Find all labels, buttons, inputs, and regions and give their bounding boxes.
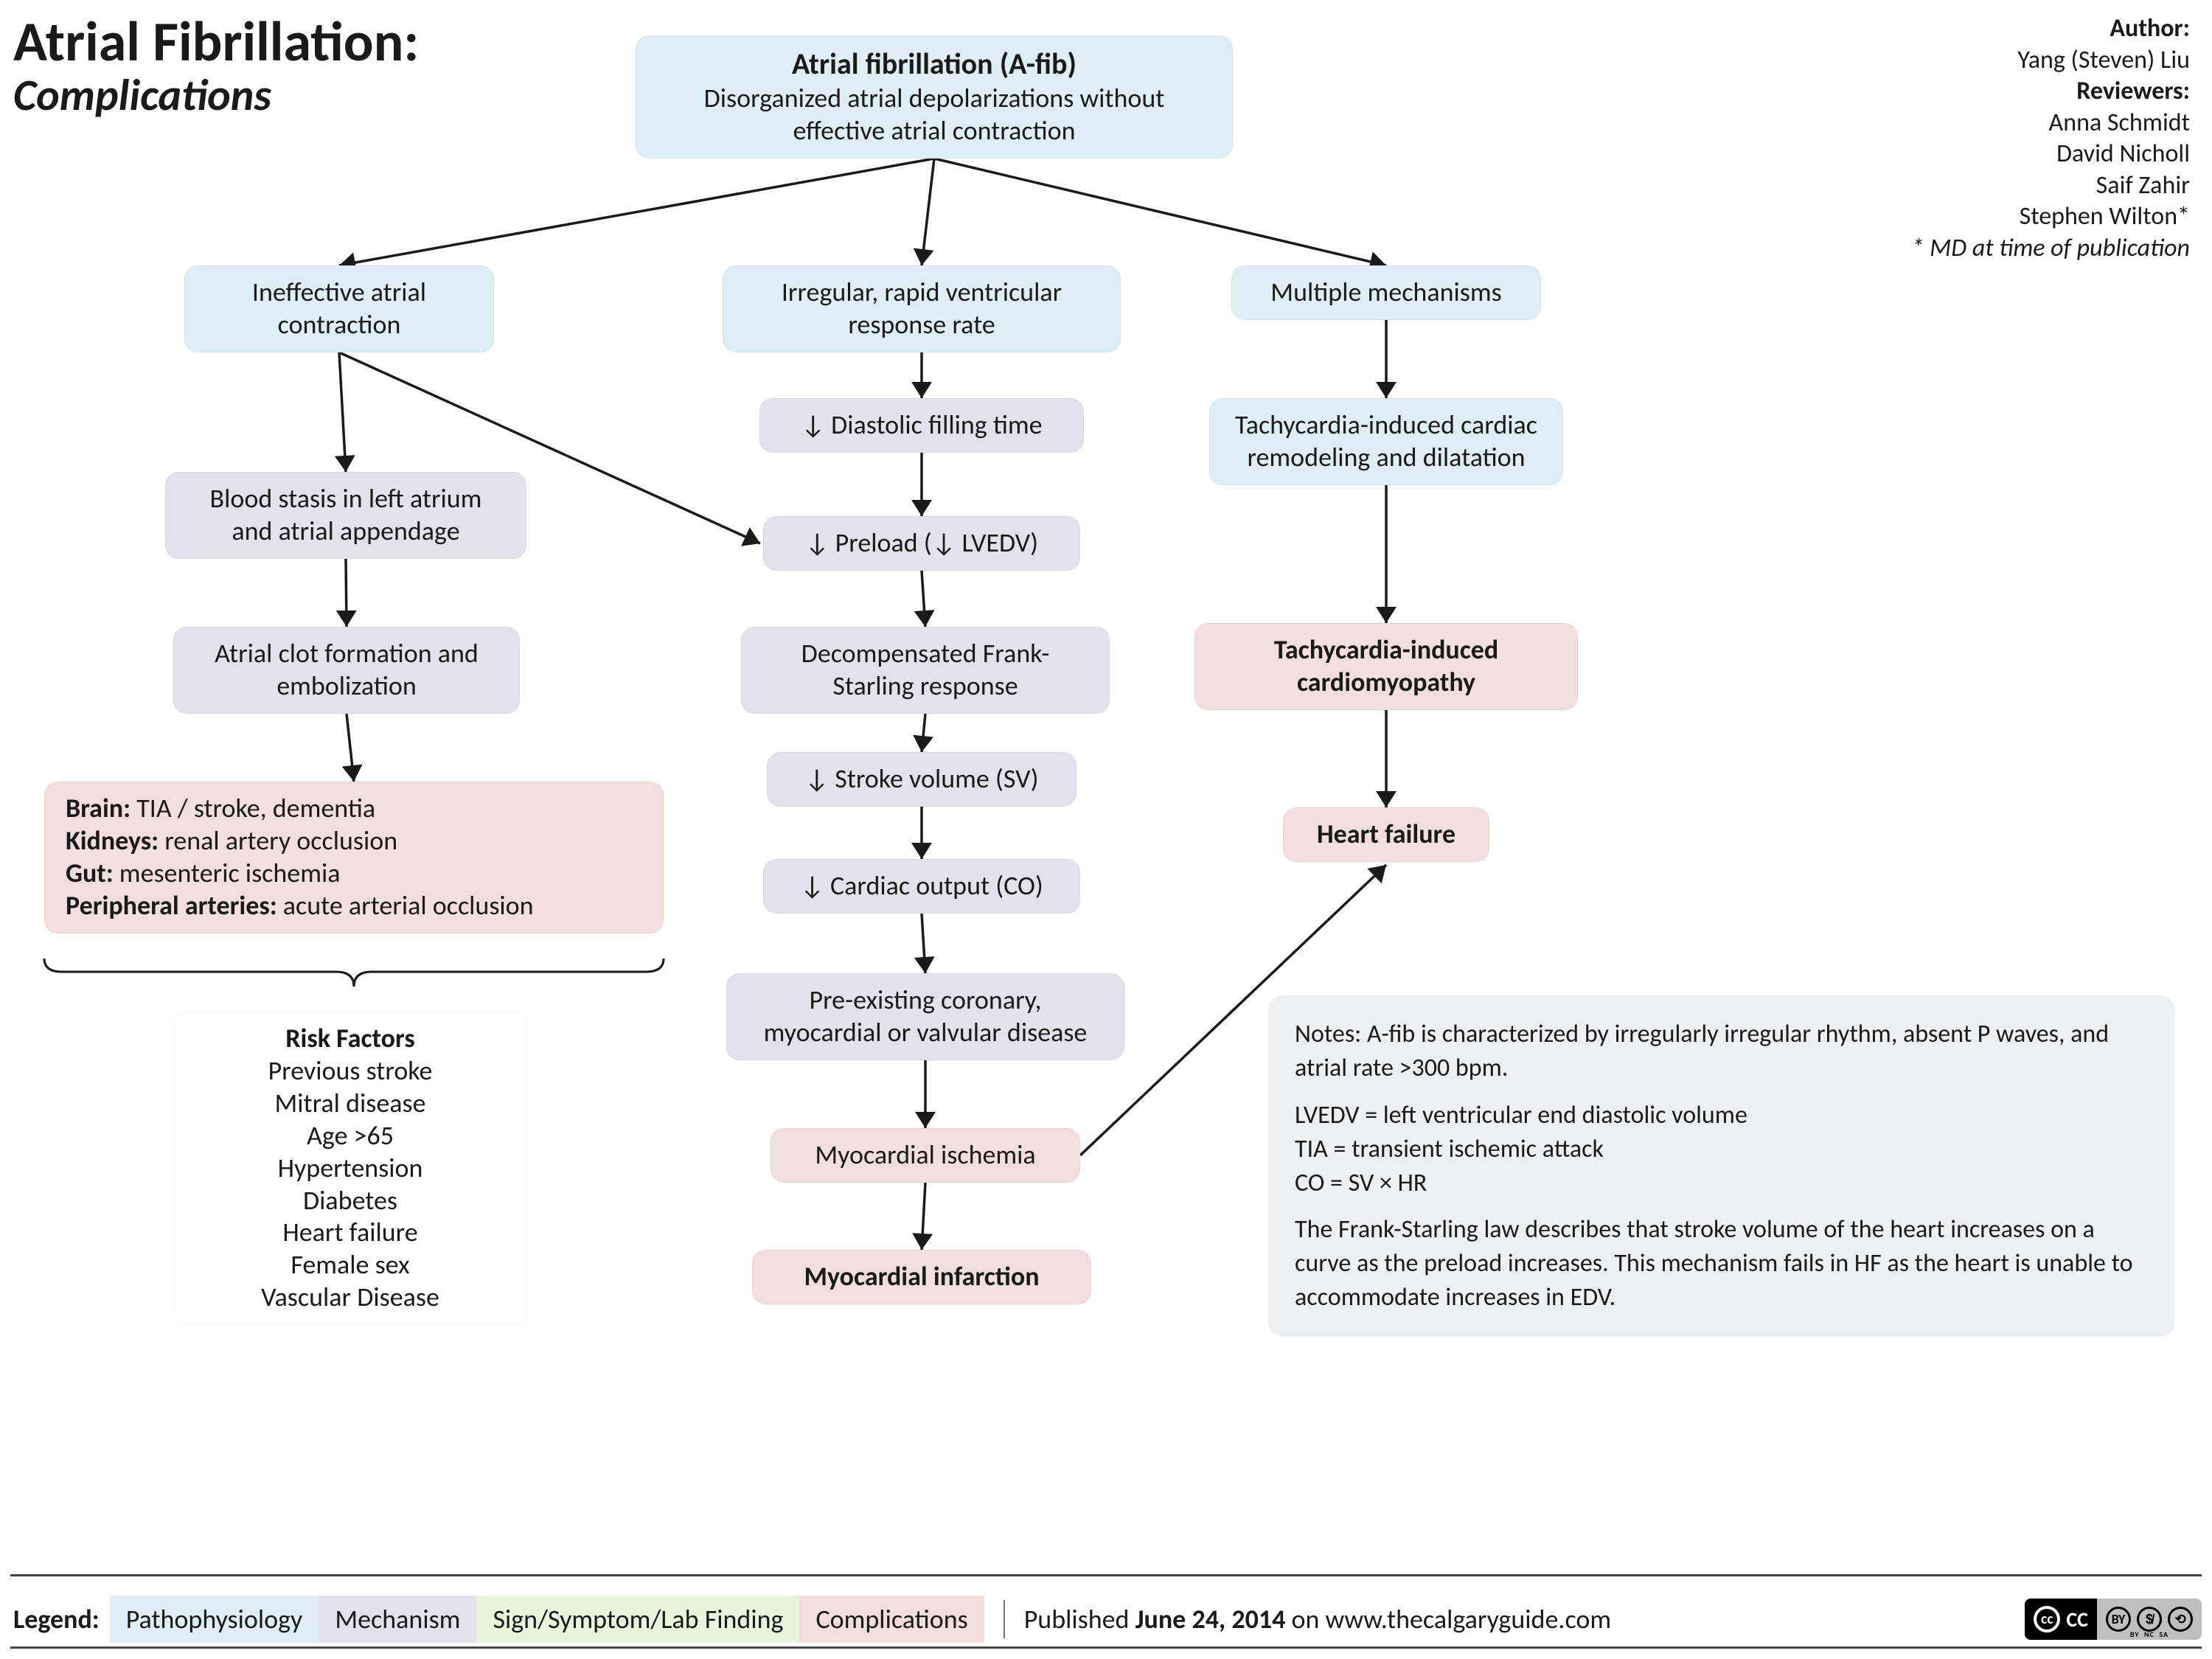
- notes-heading: Notes:: [1295, 1019, 1361, 1049]
- notes-line-4: CO = SV × HR: [1295, 1166, 2149, 1200]
- node-ischemia: Myocardial ischemia: [771, 1128, 1080, 1183]
- rf-4: Diabetes: [195, 1185, 506, 1217]
- rf-2: Age >65: [195, 1120, 506, 1152]
- node-irr: Irregular, rapid ventricular response ra…: [723, 265, 1121, 352]
- notes-line-6: The Frank-Starling law describes that st…: [1295, 1213, 2149, 1315]
- node-frank: Decompensated Frank-Starling response: [741, 627, 1110, 714]
- pub-prefix: Published: [1024, 1603, 1135, 1635]
- node-root: Atrial fibrillation (A-fib)Disorganized …: [636, 35, 1233, 159]
- node-mi: Myocardial infarction: [752, 1250, 1091, 1304]
- rf-5: Heart failure: [195, 1217, 506, 1249]
- rf-6: Female sex: [195, 1249, 506, 1281]
- notes-line-2: LVEDV = left ventricular end diastolic v…: [1295, 1099, 2149, 1133]
- pub-date: June 24, 2014: [1135, 1603, 1286, 1635]
- rf-3: Hypertension: [195, 1152, 506, 1185]
- page-title-block: Atrial Fibrillation: Complications: [13, 13, 574, 119]
- node-stasis: Blood stasis in left atrium and atrial a…: [165, 472, 526, 559]
- risk-factors-block: Risk Factors Previous stroke Mitral dise…: [173, 1012, 527, 1325]
- rf-0: Previous stroke: [195, 1055, 506, 1088]
- legend-label: Legend:: [10, 1597, 110, 1641]
- node-dft: ↓ Diastolic filling time: [759, 398, 1084, 453]
- cc-icon: ccCC: [2025, 1599, 2097, 1640]
- reviewers-label: Reviewers:: [2076, 76, 2190, 106]
- footer-vsep: [1004, 1600, 1005, 1638]
- footer-separator-top: [10, 1574, 2202, 1576]
- license-badge: ccCC BY$̸⟲ BY NC SA: [2025, 1599, 2202, 1640]
- footer-separator-bottom: [10, 1646, 2202, 1649]
- reviewer-2: Saif Zahir: [1777, 170, 2190, 202]
- legend-chip-pathophys: Pathophysiology: [110, 1596, 319, 1643]
- cc-terms-icon: BY$̸⟲ BY NC SA: [2097, 1599, 2202, 1640]
- page-title: Atrial Fibrillation:: [13, 13, 574, 72]
- footer: Legend: Pathophysiology Mechanism Sign/S…: [10, 1596, 2202, 1643]
- node-tcm: Tachycardia-induced cardiomyopathy: [1194, 623, 1578, 710]
- page-subtitle: Complications: [13, 72, 574, 119]
- legend-chip-finding: Sign/Symptom/Lab Finding: [476, 1596, 799, 1643]
- reviewer-1: David Nicholl: [1777, 139, 2190, 170]
- node-embolic: Brain: TIA / stroke, dementiaKidneys: re…: [44, 782, 664, 933]
- pub-suffix: on www.thecalgaryguide.com: [1285, 1603, 1611, 1635]
- rf-1: Mitral disease: [195, 1088, 506, 1120]
- node-multi: Multiple mechanisms: [1231, 265, 1541, 320]
- notes-line-3: TIA = transient ischemic attack: [1295, 1133, 2149, 1166]
- node-sv: ↓ Stroke volume (SV): [767, 752, 1077, 807]
- rf-7: Vascular Disease: [195, 1281, 506, 1314]
- author-label: Author:: [2110, 13, 2190, 44]
- notes-box: Notes: A-fib is characterized by irregul…: [1268, 995, 2175, 1337]
- author-name: Yang (Steven) Liu: [1777, 45, 2190, 77]
- node-remodel: Tachycardia-induced cardiac remodeling a…: [1209, 398, 1563, 485]
- notes-line-0: A-fib is characterized by irregularly ir…: [1295, 1019, 2109, 1083]
- legend-chip-mechanism: Mechanism: [319, 1596, 476, 1643]
- credits-block: Author: Yang (Steven) Liu Reviewers: Ann…: [1777, 13, 2190, 264]
- node-hf: Heart failure: [1283, 807, 1489, 862]
- node-ineff: Ineffective atrial contraction: [184, 265, 494, 352]
- published-line: Published June 24, 2014 on www.thecalgar…: [1024, 1603, 1611, 1635]
- reviewer-0: Anna Schmidt: [1777, 108, 2190, 139]
- node-clot: Atrial clot formation and embolization: [173, 627, 520, 714]
- node-co: ↓ Cardiac output (CO): [763, 859, 1080, 914]
- node-preexist: Pre-existing coronary, myocardial or val…: [726, 973, 1124, 1060]
- reviewer-3: Stephen Wilton*: [1777, 201, 2190, 233]
- legend-chip-complications: Complications: [799, 1596, 984, 1643]
- risk-factors-heading: Risk Factors: [195, 1023, 506, 1055]
- credits-footnote: * MD at time of publication: [1777, 233, 2190, 265]
- node-preload: ↓ Preload (↓ LVEDV): [763, 516, 1080, 571]
